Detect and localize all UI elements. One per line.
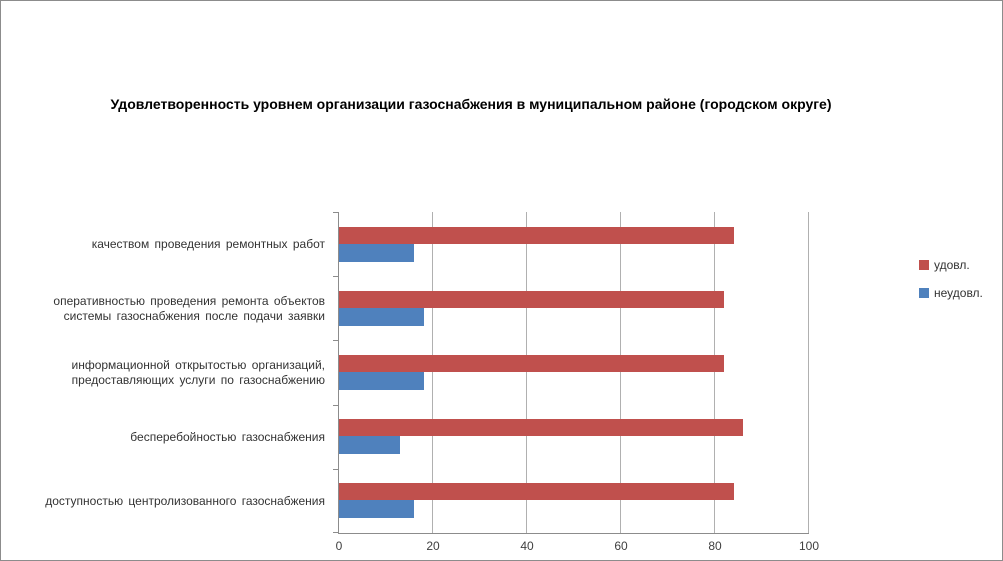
bar-udovl: [339, 355, 725, 372]
category-label: бесперебойностью газоснабжения: [1, 405, 332, 469]
bar-udovl: [339, 419, 744, 437]
category-label: оперативностью проведения ремонта объект…: [1, 276, 332, 340]
category-axis-tick: [333, 340, 339, 342]
category-axis-labels: качеством проведения ремонтных работ опер…: [1, 212, 332, 534]
x-axis-tick-label: 60: [614, 539, 628, 553]
plot-area: 0 20 40 60 80 100: [333, 212, 819, 553]
bar-neudovl: [339, 243, 415, 262]
category-label-text: информационной открытостью организаций, п…: [71, 358, 325, 388]
bar-udovl: [339, 226, 734, 244]
category-axis-tick: [333, 276, 339, 278]
bar-neudovl: [339, 307, 424, 326]
bar-udovl: [339, 483, 734, 501]
bar-row: [339, 212, 809, 276]
bar-row: [339, 276, 809, 340]
bar-row: [339, 340, 809, 404]
category-label: информационной открытостью организаций, п…: [1, 341, 332, 405]
category-axis-tick: [333, 212, 339, 213]
legend-swatch-icon: [919, 260, 929, 270]
chart-title: Удовлетворенность уровнем организации га…: [110, 96, 832, 112]
legend-label: неудовл.: [934, 286, 983, 300]
bar-rows: [339, 212, 809, 533]
category-label-text: доступностью центролизованного газоснабж…: [45, 494, 325, 509]
x-axis-tick-label: 20: [426, 539, 440, 553]
bar-row: [339, 405, 809, 469]
category-axis-tick: [333, 404, 339, 406]
bar-neudovl: [339, 436, 401, 455]
gridline: [526, 212, 527, 533]
category-label: качеством проведения ремонтных работ: [1, 212, 332, 276]
category-label-text: бесперебойностью газоснабжения: [130, 429, 325, 444]
category-axis-tick: [333, 468, 339, 470]
bar-neudovl: [339, 500, 415, 519]
gridline: [620, 212, 621, 533]
legend-label: удовл.: [934, 258, 970, 272]
legend: удовл. неудовл.: [919, 258, 983, 314]
gridline: [714, 212, 715, 533]
gridline: [432, 212, 433, 533]
category-axis-tick: [333, 532, 339, 533]
legend-swatch-icon: [919, 288, 929, 298]
category-label-text: качеством проведения ремонтных работ: [91, 236, 325, 251]
bar-udovl: [339, 290, 725, 308]
legend-item-neudovl: неудовл.: [919, 286, 983, 300]
legend-item-udovl: удовл.: [919, 258, 983, 272]
bar-neudovl: [339, 372, 424, 390]
gridline: [808, 212, 809, 533]
x-axis-tick-label: 40: [520, 539, 534, 553]
x-axis-tick-label: 0: [335, 539, 343, 553]
bar-row: [339, 469, 809, 533]
x-axis-tick-label: 100: [798, 539, 820, 553]
x-axis-tick-label: 80: [708, 539, 722, 553]
category-label-text: оперативностью проведения ремонта объект…: [53, 293, 325, 323]
category-label: доступностью центролизованного газоснабж…: [1, 470, 332, 534]
